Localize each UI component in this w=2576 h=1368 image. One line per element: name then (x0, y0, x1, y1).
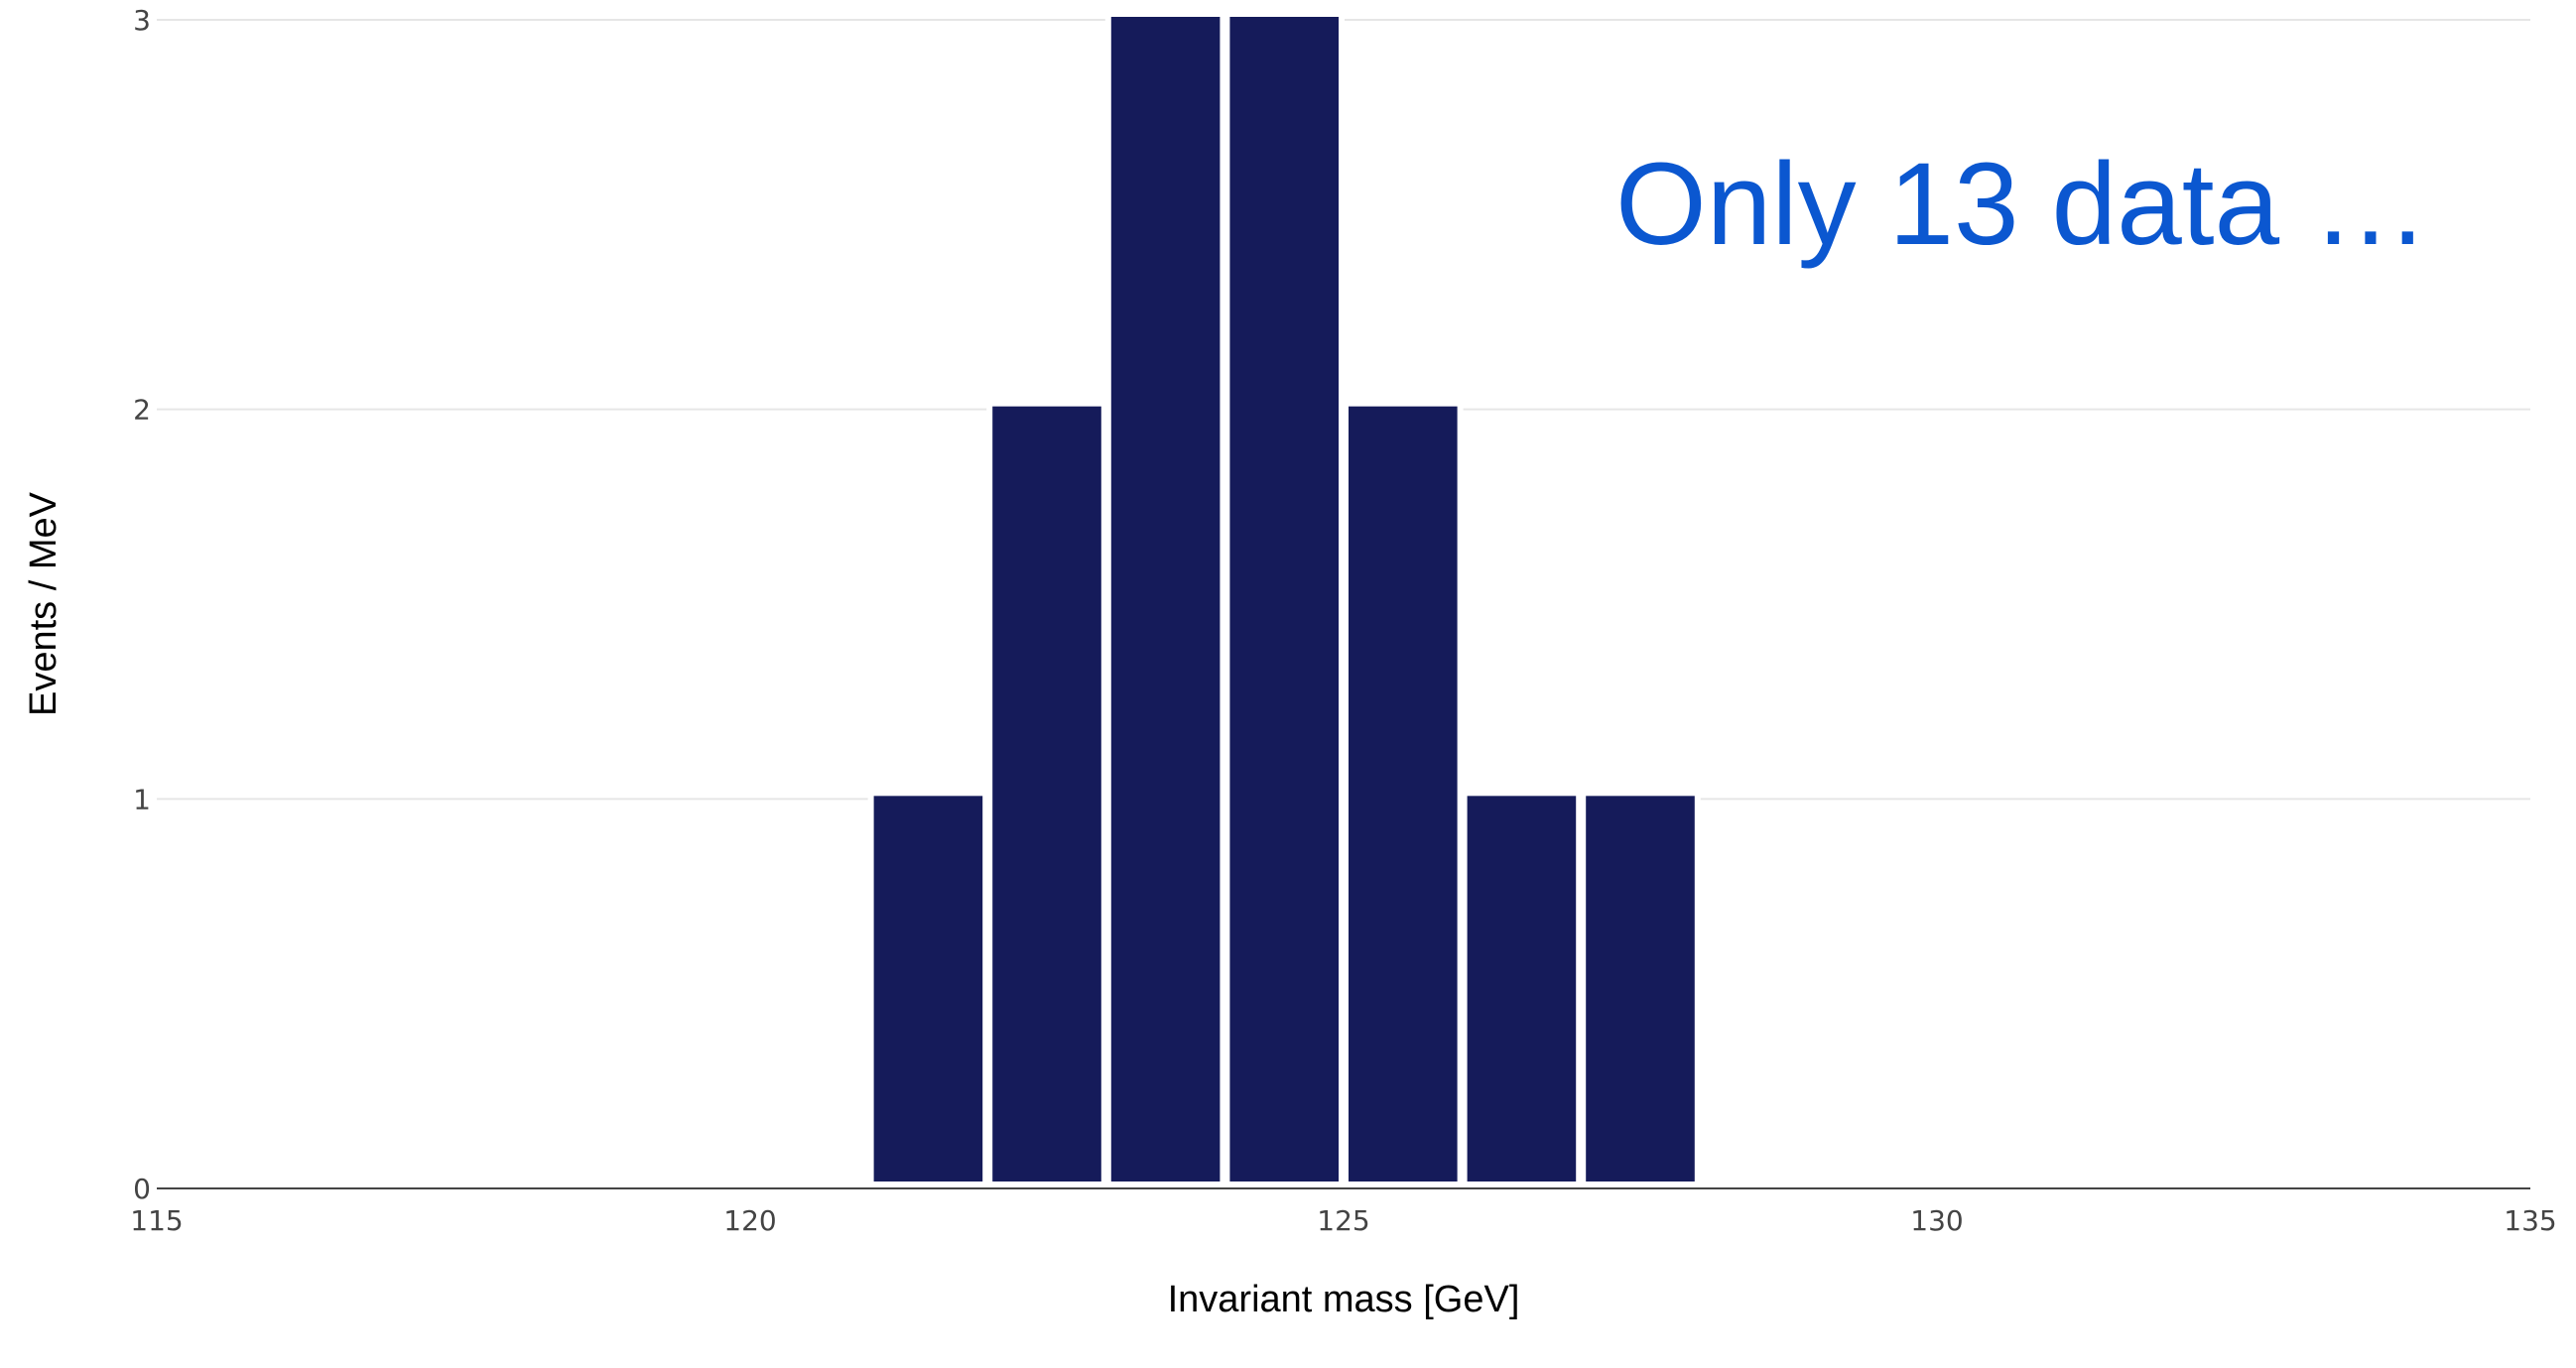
y-axis-title: Events / MeV (23, 491, 64, 716)
histogram-bar (1586, 796, 1695, 1181)
x-tick-label: 130 (1910, 1204, 1963, 1237)
histogram-bar (1229, 17, 1339, 1181)
x-tick-label: 135 (2504, 1204, 2556, 1237)
histogram-bar (992, 406, 1101, 1182)
histogram-bar (873, 796, 983, 1181)
x-tick-labels: 115 120 125 130 135 (130, 1204, 2556, 1237)
y-tick-labels: 0 1 2 3 (133, 4, 151, 1205)
histogram-bar (1467, 796, 1577, 1181)
histogram-bar (1349, 406, 1458, 1182)
y-tick-label: 2 (133, 394, 151, 427)
x-tick-label: 120 (723, 1204, 776, 1237)
histogram-bars (867, 12, 1701, 1189)
x-axis-title: Invariant mass [GeV] (1168, 1279, 1520, 1320)
x-tick-label: 125 (1317, 1204, 1369, 1237)
x-tick-label: 115 (130, 1204, 183, 1237)
y-tick-label: 1 (133, 783, 151, 815)
annotation-text: Only 13 data … (1615, 139, 2429, 270)
y-tick-label: 0 (133, 1173, 151, 1205)
histogram-bar (1110, 17, 1221, 1181)
y-tick-label: 3 (133, 4, 151, 37)
